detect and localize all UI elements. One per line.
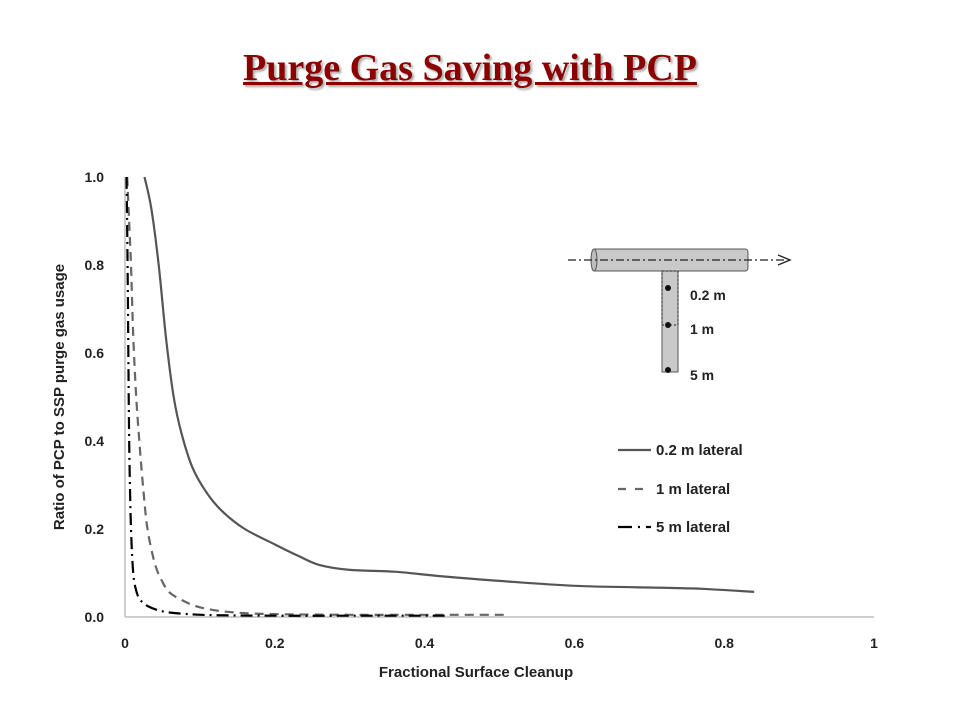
inset-label-1m: 1 m <box>690 321 714 337</box>
pipe-inset: 0.2 m 1 m 5 m <box>568 248 792 383</box>
series-layer <box>125 176 755 617</box>
inset-label-0-2m: 0.2 m <box>690 287 726 303</box>
y-tick-label: 0.0 <box>85 609 105 625</box>
y-tick-label: 1.0 <box>85 169 105 185</box>
y-tick-label: 0.8 <box>85 257 105 273</box>
chart-axes <box>124 177 874 618</box>
x-tick-label: 1 <box>870 635 878 651</box>
sensor-dot <box>665 322 671 328</box>
x-axis-label: Fractional Surface Cleanup <box>379 664 573 681</box>
x-tick-label: 0.8 <box>714 635 734 651</box>
inset-label-5m: 5 m <box>690 367 714 383</box>
slide-title: Purge Gas Saving with PCP <box>243 47 697 89</box>
sensor-dot <box>665 285 671 291</box>
y-tick-label: 0.6 <box>85 345 105 361</box>
series-line-1 <box>143 176 755 593</box>
x-tick-labels: 0 0.2 0.4 0.6 0.8 1 <box>121 635 878 651</box>
y-tick-label: 0.2 <box>85 521 105 537</box>
flow-arrow-head <box>777 254 792 266</box>
legend-label: 1 m lateral <box>656 481 730 498</box>
x-tick-label: 0.4 <box>415 635 435 651</box>
legend: 0.2 m lateral 1 m lateral 5 m lateral <box>618 442 743 536</box>
y-tick-label: 0.4 <box>85 433 105 449</box>
x-tick-label: 0.6 <box>565 635 585 651</box>
x-tick-label: 0 <box>121 635 129 651</box>
y-axis-label: Ratio of PCP to SSP purge gas usage <box>51 264 68 530</box>
series-line-2 <box>126 176 507 616</box>
series-line-3 <box>125 176 448 617</box>
x-tick-label: 0.2 <box>265 635 285 651</box>
legend-label: 0.2 m lateral <box>656 442 743 459</box>
sensor-dot <box>665 367 671 373</box>
y-tick-labels: 0.0 0.2 0.4 0.6 0.8 1.0 <box>85 169 105 625</box>
legend-label: 5 m lateral <box>656 519 730 536</box>
